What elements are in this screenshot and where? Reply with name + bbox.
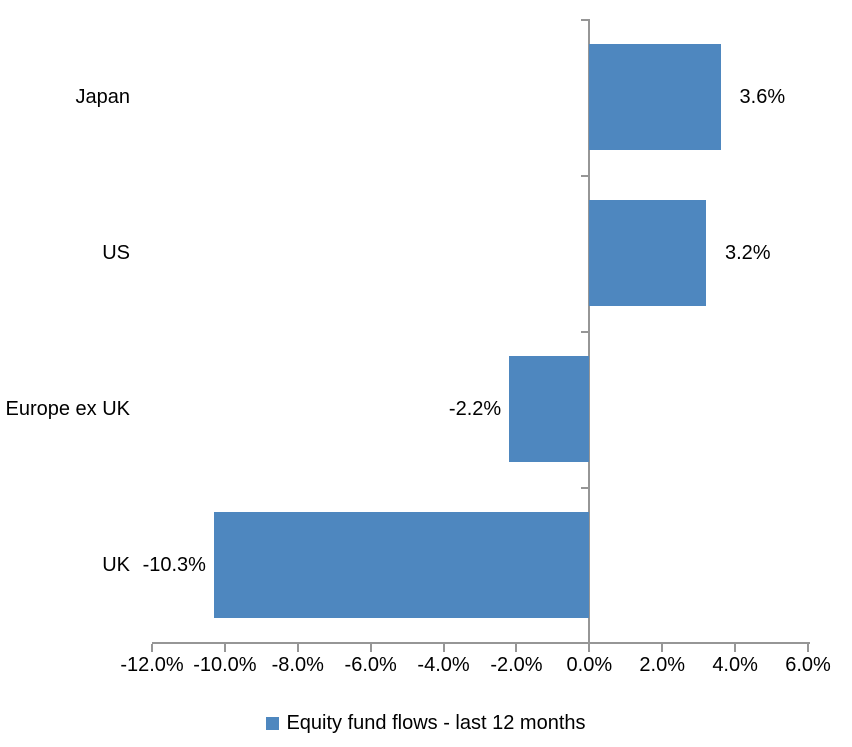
y-axis-line — [588, 19, 591, 644]
x-tick-label: -6.0% — [344, 654, 397, 676]
x-tick-mark — [369, 644, 372, 652]
x-tick-label: 2.0% — [639, 654, 686, 676]
x-axis-line — [152, 642, 810, 644]
x-tick-label: -10.0% — [193, 654, 257, 676]
legend: Equity fund flows - last 12 months — [0, 708, 852, 738]
x-tick-label: 6.0% — [785, 654, 831, 676]
bar-us — [589, 200, 706, 306]
data-label-us: 3.2% — [724, 242, 771, 264]
category-label-europe-ex-uk: Europe ex UK — [5, 398, 130, 420]
x-tick-label: 0.0% — [566, 654, 613, 676]
x-tick-mark — [588, 644, 591, 652]
category-boundary-tick — [581, 19, 589, 21]
legend-swatch — [266, 716, 280, 730]
x-tick-label: 4.0% — [712, 654, 758, 676]
data-label-europe-ex-uk: -2.2% — [448, 398, 502, 420]
legend-label: Equity fund flows - last 12 months — [286, 712, 586, 734]
category-boundary-tick — [581, 175, 589, 177]
x-tick-mark — [223, 644, 226, 652]
data-label-uk: -10.3% — [142, 554, 206, 576]
category-label-uk: UK — [102, 554, 130, 576]
x-tick-mark — [807, 644, 809, 652]
bar-uk — [213, 512, 590, 618]
x-tick-label: -8.0% — [271, 654, 324, 676]
x-tick-label: -2.0% — [490, 654, 543, 676]
x-tick-mark — [515, 644, 518, 652]
x-tick-mark — [296, 644, 299, 652]
bar-japan — [589, 44, 721, 150]
data-label-japan: 3.6% — [739, 86, 786, 108]
category-boundary-tick — [581, 331, 589, 333]
category-label-us: US — [102, 242, 130, 264]
bar-europe-ex-uk — [509, 356, 590, 462]
category-label-japan: Japan — [75, 86, 131, 108]
x-tick-label: -4.0% — [417, 654, 470, 676]
x-tick-mark — [442, 644, 445, 652]
x-tick-mark — [661, 644, 664, 652]
x-tick-mark — [151, 644, 153, 652]
category-boundary-tick — [581, 487, 589, 489]
x-tick-label: -12.0% — [120, 654, 184, 676]
x-tick-mark — [734, 644, 737, 652]
